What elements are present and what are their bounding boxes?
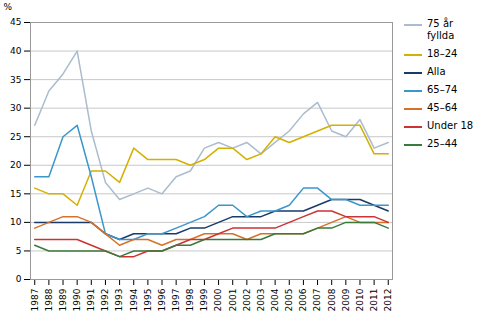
svg-text:2002: 2002 xyxy=(242,289,252,312)
svg-text:1997: 1997 xyxy=(171,289,181,312)
html-text:45–64: 45–64 xyxy=(427,102,458,113)
svg-text:2006: 2006 xyxy=(298,288,308,311)
svg-text:15: 15 xyxy=(10,189,21,199)
svg-text:1990: 1990 xyxy=(72,288,82,311)
svg-text:20: 20 xyxy=(10,160,22,170)
svg-text:2010: 2010 xyxy=(355,288,365,311)
svg-text:35: 35 xyxy=(10,74,21,84)
svg-text:2003: 2003 xyxy=(256,289,266,312)
svg-text:5: 5 xyxy=(16,246,22,256)
svg-text:1989: 1989 xyxy=(58,288,68,311)
svg-text:2000: 2000 xyxy=(213,288,223,311)
html-text:Alla: Alla xyxy=(427,66,446,77)
html-text:25–44: 25–44 xyxy=(427,138,458,149)
svg-text:1994: 1994 xyxy=(129,288,139,311)
svg-text:2008: 2008 xyxy=(327,288,337,311)
svg-text:25: 25 xyxy=(10,132,21,142)
svg-text:2007: 2007 xyxy=(312,289,322,312)
html-text:75 år fyllda: 75 år fyllda xyxy=(427,18,455,41)
svg-text:1995: 1995 xyxy=(143,289,153,312)
svg-text:1996: 1996 xyxy=(157,288,167,311)
svg-text:2012: 2012 xyxy=(383,289,393,312)
html-text:65–74: 65–74 xyxy=(427,84,458,95)
svg-text:1991: 1991 xyxy=(86,289,96,312)
svg-text:1988: 1988 xyxy=(44,288,54,311)
svg-text:2009: 2009 xyxy=(341,288,351,311)
svg-text:10: 10 xyxy=(10,217,22,227)
svg-text:2001: 2001 xyxy=(228,289,238,312)
svg-text:1987: 1987 xyxy=(30,289,40,312)
svg-text:1992: 1992 xyxy=(100,289,110,312)
svg-text:40: 40 xyxy=(10,46,22,56)
svg-text:2011: 2011 xyxy=(369,289,379,312)
html-text:18–24: 18–24 xyxy=(427,48,458,59)
svg-text:1998: 1998 xyxy=(185,288,195,311)
svg-text:30: 30 xyxy=(10,103,22,113)
svg-text:0: 0 xyxy=(16,274,22,284)
svg-text:%: % xyxy=(4,2,13,12)
html-text:Under 18: Under 18 xyxy=(427,120,474,131)
svg-text:45: 45 xyxy=(10,17,21,27)
svg-text:1993: 1993 xyxy=(114,289,124,312)
svg-text:2005: 2005 xyxy=(284,289,294,312)
svg-text:1999: 1999 xyxy=(199,288,209,311)
svg-text:2004: 2004 xyxy=(270,288,280,311)
